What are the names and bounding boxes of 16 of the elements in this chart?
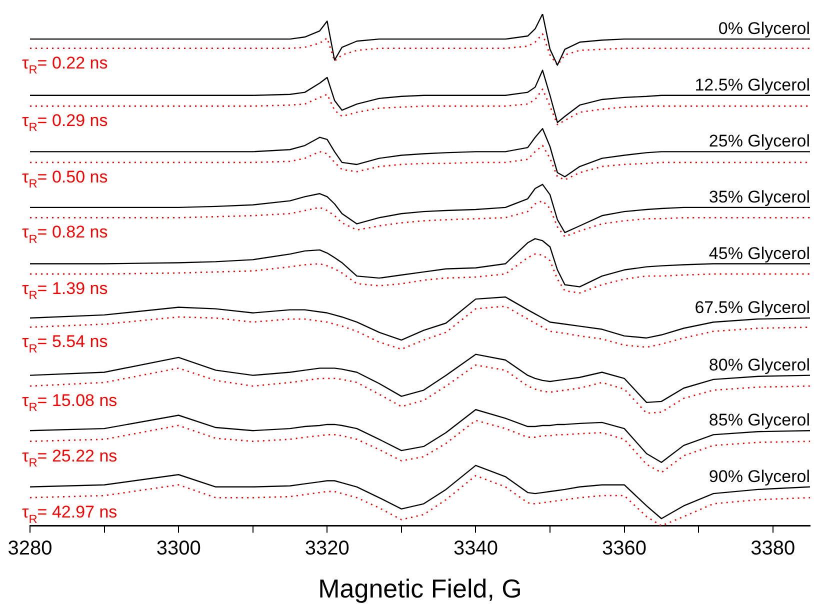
x-tick-label: 3360 (602, 537, 647, 560)
x-tick-label: 3380 (750, 537, 796, 560)
series-label: 25% Glycerol (708, 132, 810, 151)
x-tick-label: 3320 (304, 537, 350, 560)
series-label: 35% Glycerol (708, 187, 810, 206)
x-tick-label: 3300 (156, 537, 201, 560)
series-label: 12.5% Glycerol (694, 75, 810, 94)
x-tick-label: 3340 (453, 537, 498, 560)
series-label: 0% Glycerol (718, 19, 810, 38)
series-label: 85% Glycerol (708, 410, 810, 430)
series-label: 80% Glycerol (708, 355, 810, 374)
series-label: 45% Glycerol (708, 244, 810, 263)
series-label: 67.5% Glycerol (694, 298, 810, 318)
x-tick-label: 3280 (8, 537, 52, 560)
x-axis-title: Magnetic Field, G (318, 574, 522, 604)
series-label: 90% Glycerol (708, 466, 810, 486)
